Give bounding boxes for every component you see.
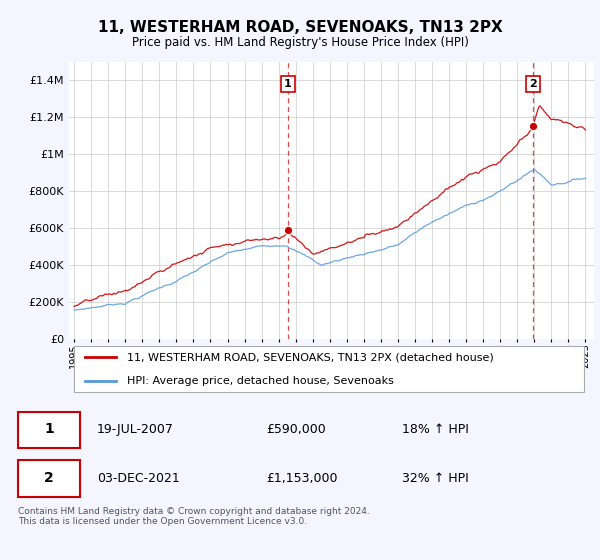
Text: £590,000: £590,000	[266, 423, 326, 436]
Text: £1,153,000: £1,153,000	[266, 472, 338, 484]
Text: 18% ↑ HPI: 18% ↑ HPI	[401, 423, 469, 436]
Text: 03-DEC-2021: 03-DEC-2021	[97, 472, 180, 484]
Text: 1: 1	[44, 422, 54, 436]
Text: 2: 2	[44, 471, 54, 485]
FancyBboxPatch shape	[18, 460, 80, 497]
Text: Price paid vs. HM Land Registry's House Price Index (HPI): Price paid vs. HM Land Registry's House …	[131, 36, 469, 49]
Text: 19-JUL-2007: 19-JUL-2007	[97, 423, 174, 436]
Text: HPI: Average price, detached house, Sevenoaks: HPI: Average price, detached house, Seve…	[127, 376, 394, 386]
Text: 32% ↑ HPI: 32% ↑ HPI	[401, 472, 468, 484]
FancyBboxPatch shape	[74, 346, 583, 392]
Text: 11, WESTERHAM ROAD, SEVENOAKS, TN13 2PX (detached house): 11, WESTERHAM ROAD, SEVENOAKS, TN13 2PX …	[127, 352, 493, 362]
Text: 2: 2	[529, 79, 537, 89]
FancyBboxPatch shape	[18, 412, 80, 448]
Text: Contains HM Land Registry data © Crown copyright and database right 2024.
This d: Contains HM Land Registry data © Crown c…	[18, 507, 370, 526]
Text: 11, WESTERHAM ROAD, SEVENOAKS, TN13 2PX: 11, WESTERHAM ROAD, SEVENOAKS, TN13 2PX	[98, 20, 502, 35]
Text: 1: 1	[284, 79, 292, 89]
